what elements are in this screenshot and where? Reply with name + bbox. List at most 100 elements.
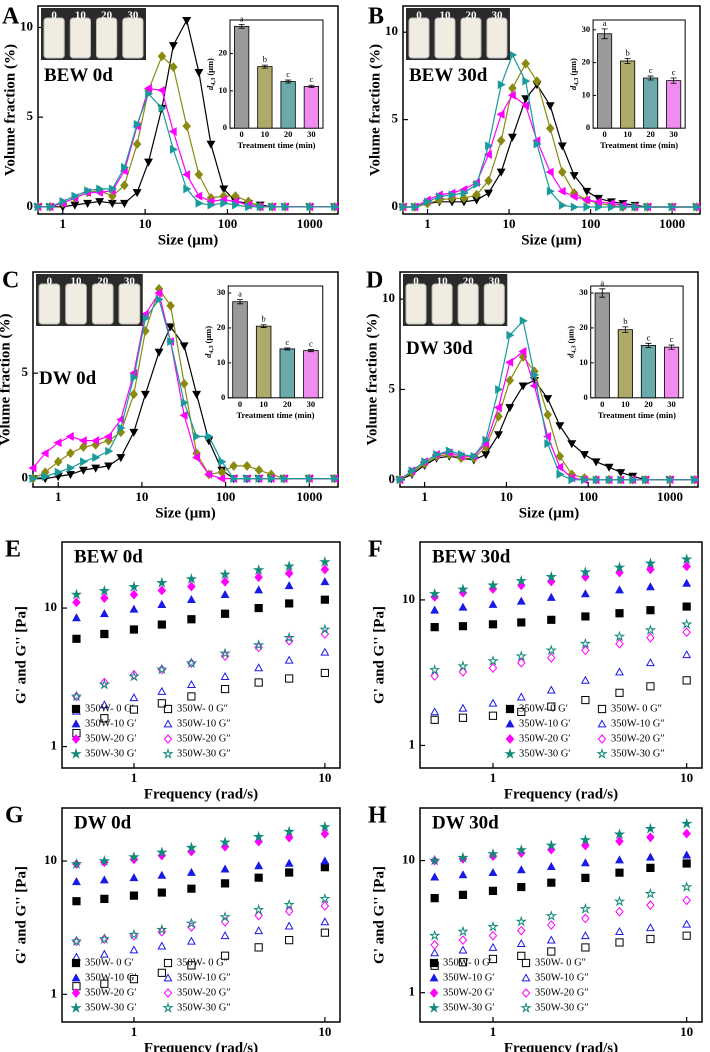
marker [682,676,691,685]
marker [220,951,230,960]
legend-label: 350W-30 G″ [177,1002,231,1013]
x-tick-label: 1000 [659,216,685,231]
marker [581,475,590,485]
inset-bar [597,33,613,129]
legend-label: 350W-30 G″ [611,748,665,759]
marker [579,637,592,649]
marker [458,667,468,677]
marker [128,851,140,862]
marker [515,650,527,662]
marker [430,872,440,881]
error-bar [260,324,267,328]
significance-letter: b [623,316,627,326]
marker [517,925,526,936]
vial [483,283,505,325]
error-bar [599,288,606,298]
legend-label: 350W-10 G″ [177,972,231,983]
significance-letter: a [600,278,604,288]
marker [487,848,499,859]
marker [157,85,166,95]
marker [545,102,555,111]
legend-label: 350W- 0 G′ [519,703,568,714]
marker [615,855,624,864]
significance-letter: c [309,74,313,84]
marker [319,623,331,635]
marker [72,877,81,886]
marker [129,891,139,900]
marker [320,901,330,911]
marker [516,596,526,605]
legend-label: 350W-10 G″ [177,718,231,729]
marker [506,330,515,340]
marker [320,647,330,656]
marker [569,172,579,181]
x-tick-label: 100 [216,489,236,504]
y-tick-label: 0 [389,471,396,486]
marker [320,928,329,937]
marker [428,929,441,941]
marker [485,141,494,151]
photo-label: 0 [413,276,419,288]
x-tick-label: 10 [680,1024,693,1039]
sample-label: DW 30d [406,338,473,359]
marker [230,474,239,484]
marker [430,948,440,957]
x-tick-label: 1 [131,1024,138,1039]
y-tick-label: 10 [44,599,57,614]
inset-bar [232,301,248,399]
marker [428,664,441,675]
legend-label: 350W- 0 G″ [177,957,228,968]
x-tick-label: 10 [318,1024,331,1039]
marker [680,817,693,829]
x-axis-label: Size (μm) [155,505,216,521]
marker [157,926,167,937]
marker [220,879,230,888]
marker [319,892,331,904]
significance-letter: c [672,67,676,77]
marker [532,76,542,87]
marker [72,897,81,906]
marker [682,919,692,928]
marker [580,858,590,867]
inset-y-tick-label: 30 [582,24,591,34]
x-tick-label: 10 [680,770,693,785]
marker [646,682,655,691]
vial [431,283,453,325]
y-tick-label: 10 [44,852,57,867]
marker [108,184,117,194]
marker [157,870,167,879]
marker [488,942,498,951]
inset-y-tick-label: 10 [582,89,591,99]
vial [91,283,114,325]
marker [458,703,468,712]
marker [457,583,469,595]
marker [518,382,528,391]
x-axis-label: Frequency (rad/s) [144,1040,258,1052]
marker [470,451,479,461]
marker [187,884,196,893]
marker [458,958,468,967]
marker [682,627,691,638]
marker [100,593,109,604]
plot-frame [37,5,339,215]
significance-letter: b [625,47,629,57]
y-label-sub: 4,3 [571,345,578,355]
marker [555,451,565,462]
marker [531,370,540,380]
marker [254,910,263,921]
marker [617,475,626,485]
sample-label: BEW 30d [432,546,511,567]
marker [157,968,166,977]
marker [305,474,314,484]
photo-label: 20 [101,10,113,22]
marker [496,109,505,119]
marker [458,602,468,611]
y-axis-label: G' and G'' [Pa] [13,606,29,704]
inset-bar [257,66,273,129]
legend-marker [163,719,173,728]
inset-x-tick-label: 10 [259,399,268,409]
marker [72,729,81,738]
marker [608,202,617,212]
marker [70,858,83,869]
marker [547,652,556,663]
